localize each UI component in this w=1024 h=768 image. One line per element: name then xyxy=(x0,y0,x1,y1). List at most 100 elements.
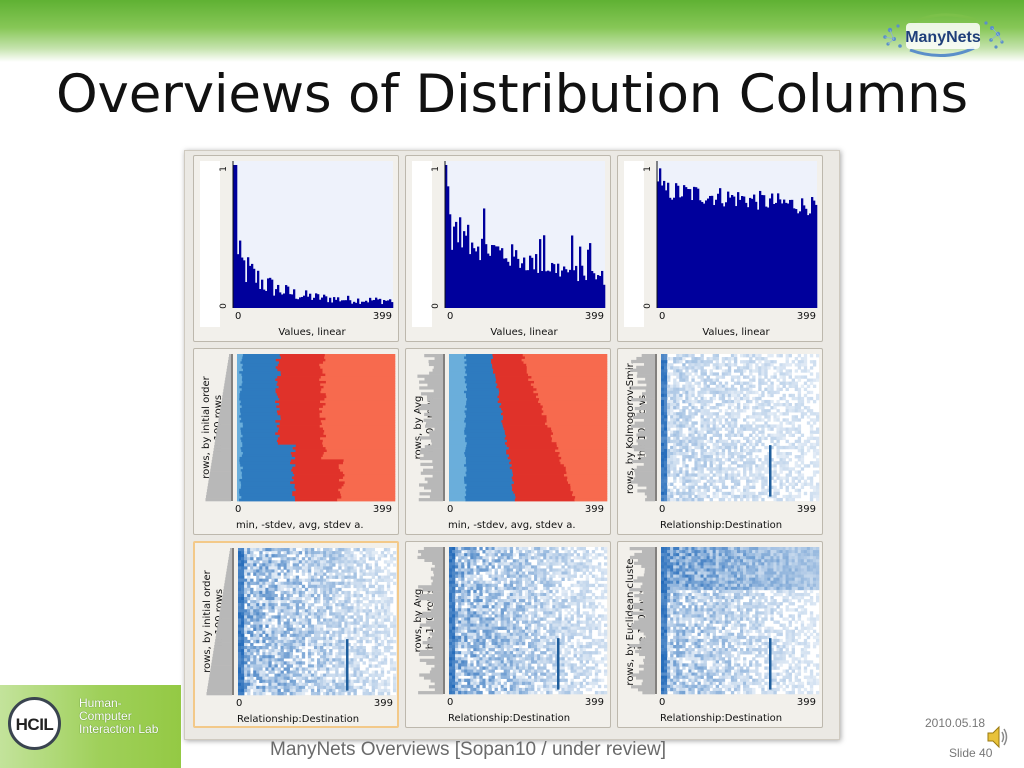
overview-panel-4[interactable]: rows, by initial orderthe 100 rows0399mi… xyxy=(193,348,399,535)
row-profile-bar xyxy=(418,596,443,601)
heatmap-cell xyxy=(709,390,713,395)
heatmap-cell xyxy=(667,439,671,444)
heatmap-cell xyxy=(664,452,668,456)
heatmap-cell xyxy=(326,575,330,579)
heatmap-cell xyxy=(253,590,257,595)
heatmap-cell xyxy=(730,412,735,416)
heatmap-cell xyxy=(797,354,802,358)
heatmap-cell xyxy=(794,430,799,434)
heatmap-cell xyxy=(506,565,511,569)
heatmap-cell xyxy=(688,458,692,462)
heatmap-cell xyxy=(374,600,379,604)
row-profile-bar xyxy=(434,688,443,692)
band-min xyxy=(449,444,467,448)
band-stdev-low xyxy=(241,366,277,370)
row-profile-bar xyxy=(419,492,443,496)
heatmap-cell xyxy=(733,406,738,410)
histogram-bar xyxy=(451,249,454,308)
heatmap-cell xyxy=(380,554,385,558)
heatmap-cell xyxy=(341,661,345,665)
heatmap-cell xyxy=(733,387,738,392)
band-avg xyxy=(506,439,552,443)
heatmap-cell xyxy=(383,600,388,604)
heatmap-cell xyxy=(761,357,765,361)
heatmap-cell xyxy=(733,461,738,465)
heatmap-cell xyxy=(383,688,388,693)
heatmap-cell xyxy=(247,557,251,561)
heatmap-cell xyxy=(797,439,802,444)
heatmap-cell xyxy=(743,418,747,422)
heatmap-cell xyxy=(274,652,278,656)
heatmap-cell xyxy=(320,682,324,687)
heatmap-cell xyxy=(347,584,351,589)
row-profile-bar xyxy=(423,418,443,422)
heatmap-cell xyxy=(724,390,729,395)
heatmap-cell xyxy=(740,372,744,376)
heatmap-cell xyxy=(365,633,369,638)
band-stdev-high xyxy=(323,452,396,455)
heatmap-cell xyxy=(518,571,523,575)
heatmap-cell xyxy=(718,384,723,388)
heatmap-cell xyxy=(779,497,783,502)
heatmap-cell xyxy=(313,624,318,628)
heatmap-cell xyxy=(392,624,397,628)
heatmap-cell xyxy=(676,433,680,437)
heatmap-cell xyxy=(247,652,251,656)
heatmap-cell xyxy=(344,563,348,567)
heatmap-cell xyxy=(500,547,504,551)
heatmap-cell xyxy=(350,615,354,619)
row-profile-bar xyxy=(206,692,232,696)
heatmap-cell xyxy=(259,557,263,561)
heatmap-cell xyxy=(755,479,759,483)
heatmap-cell xyxy=(329,612,333,616)
heatmap-cell xyxy=(320,581,324,586)
band-stdev-low xyxy=(466,469,513,472)
band-stdev-low xyxy=(240,427,280,431)
heatmap-cell xyxy=(679,476,683,480)
heatmap-cell xyxy=(253,627,257,631)
heatmap-cell xyxy=(332,590,336,595)
heatmap-cell xyxy=(259,572,263,576)
heatmap-cell xyxy=(277,560,281,564)
heatmap-cell xyxy=(670,439,674,444)
y-axis-max-label: 1 xyxy=(431,166,441,172)
heatmap-cell xyxy=(253,548,257,552)
heatmap-cell xyxy=(761,369,765,373)
band-avg xyxy=(502,422,546,426)
overview-panel-6[interactable]: rows, by Kolmogorov-Smir.the 100 rows039… xyxy=(617,348,823,535)
row-profile-bar xyxy=(433,602,443,607)
overview-panel-7[interactable]: rows, by initial orderthe 100 rows0399Re… xyxy=(193,541,399,728)
heatmap-cell xyxy=(271,652,275,656)
heatmap-cell xyxy=(310,609,315,613)
histogram-bar xyxy=(495,246,498,308)
heatmap-cell xyxy=(271,646,275,650)
heatmap-cell xyxy=(341,646,345,650)
heatmap-cell xyxy=(374,578,379,582)
heatmap-cell xyxy=(368,578,372,582)
heatmap-cell xyxy=(289,612,293,616)
band-stdev-low xyxy=(242,476,293,480)
heatmap-cell xyxy=(809,366,814,370)
heatmap-cell xyxy=(332,630,336,635)
band-min xyxy=(449,483,467,487)
heatmap-cell xyxy=(521,571,526,575)
heatmap-cell xyxy=(803,491,808,496)
heatmap-cell xyxy=(770,393,774,398)
heatmap-cell xyxy=(670,390,674,395)
heatmap-cell xyxy=(329,688,333,693)
overview-panel-8[interactable]: rows, by Avgthe 100 rows0399Relationship… xyxy=(405,541,611,728)
heatmap-cell xyxy=(500,550,504,554)
band-min xyxy=(449,456,467,460)
heatmap-cell xyxy=(301,572,306,576)
heatmap-cell xyxy=(788,445,792,450)
histogram-bar xyxy=(679,197,682,308)
heatmap-cell xyxy=(812,488,817,493)
heatmap-cell xyxy=(733,357,738,361)
heatmap-cell xyxy=(247,646,251,650)
heatmap-cell xyxy=(743,363,747,367)
heatmap-cell xyxy=(259,664,263,668)
